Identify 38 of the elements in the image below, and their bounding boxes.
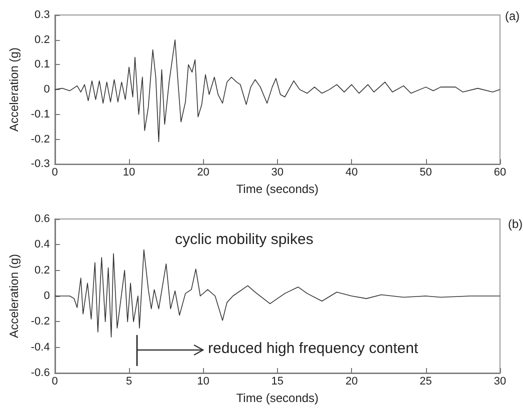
x-tick-label: 5 xyxy=(126,376,132,388)
y-tick-label: -0.1 xyxy=(30,108,50,120)
y-tick-label: 0 xyxy=(44,84,50,96)
y-tick-label: 0 xyxy=(44,290,50,302)
text: (a) xyxy=(505,9,520,23)
y-tick-label: 0.2 xyxy=(34,264,50,276)
x-tick-label: 40 xyxy=(345,166,358,179)
line-series xyxy=(54,39,500,142)
y-tick-label: 0.1 xyxy=(34,58,50,71)
y-axis-title: Acceleration (g) xyxy=(7,254,21,338)
x-tick-label: 0 xyxy=(52,376,58,388)
x-tick-label: 15 xyxy=(271,376,284,388)
y-tick-label: -0.3 xyxy=(30,158,50,170)
x-tick-label: 30 xyxy=(494,376,506,388)
annotation: reduced high frequency content xyxy=(208,340,419,357)
y-axis-title: Acceleration (g) xyxy=(7,48,21,132)
y-tick-label: -0.6 xyxy=(30,367,50,379)
x-tick-label: 10 xyxy=(122,166,136,179)
y-tick-label: 0.6 xyxy=(34,213,50,225)
x-tick-label: 30 xyxy=(271,166,284,179)
x-tick-label: 25 xyxy=(420,376,432,388)
x-tick-label: 20 xyxy=(197,166,210,179)
annotation: cyclic mobility spikes xyxy=(175,231,314,248)
text: (b) xyxy=(508,217,523,231)
y-tick-label: -0.2 xyxy=(30,133,50,146)
line-series xyxy=(54,249,500,338)
y-tick-label: -0.2 xyxy=(30,316,50,328)
x-tick-label: 10 xyxy=(197,376,210,388)
x-tick-label: 50 xyxy=(420,166,432,179)
x-tick-label: 0 xyxy=(52,166,58,179)
y-tick-label: 0.4 xyxy=(34,238,50,251)
x-tick-label: 60 xyxy=(494,166,506,179)
y-tick-label: 0.3 xyxy=(34,9,50,21)
x-tick-label: 20 xyxy=(345,376,358,388)
x-axis-title: Time (seconds) xyxy=(236,182,319,196)
x-axis-title: Time (seconds) xyxy=(236,390,319,405)
y-tick-label: 0.2 xyxy=(34,34,50,46)
y-tick-label: -0.4 xyxy=(30,341,50,354)
